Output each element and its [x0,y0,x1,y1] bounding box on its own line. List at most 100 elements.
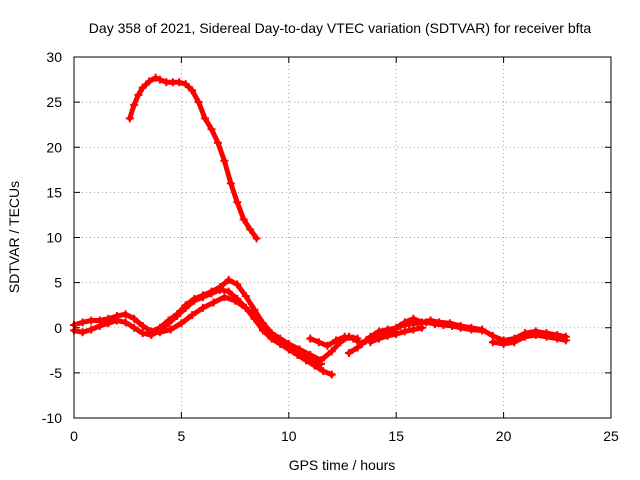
data-point [145,77,154,86]
series-arc-7 [366,323,426,347]
data-series-group [70,73,570,379]
data-point [155,328,164,337]
data-point [231,296,240,305]
data-point [241,292,250,301]
data-point [306,334,315,343]
series-line [71,287,335,378]
y-tick-label: 30 [46,49,62,65]
data-point [488,338,497,347]
data-point [216,285,225,294]
x-tick-label: 25 [603,428,619,444]
data-point [104,319,113,328]
data-point [188,311,197,320]
data-point [250,305,259,314]
grid-lines [74,57,611,418]
data-point [263,325,272,334]
data-point [207,125,216,134]
data-point [430,320,439,329]
y-tick-label: 10 [46,230,62,246]
data-point [323,341,332,350]
data-point [448,321,457,330]
data-point [239,215,248,224]
data-point [112,316,121,325]
data-point [138,83,147,92]
data-point [87,325,96,334]
data-point [417,323,426,332]
data-point [130,100,139,109]
data-point [306,356,315,365]
data-point [166,325,175,334]
y-tick-label: -5 [50,365,63,381]
data-point [198,293,207,302]
data-point [553,334,562,343]
data-point [375,334,384,343]
data-point [220,293,229,302]
data-point [201,114,210,123]
chart-title: Day 358 of 2021, Sidereal Day-to-day VTE… [89,20,592,36]
data-point [349,334,358,343]
data-point [220,156,229,165]
data-point [121,318,130,327]
series-arc-3 [70,285,336,379]
data-point [370,330,379,339]
data-point [319,367,328,376]
data-point [252,234,261,243]
data-point [213,138,222,147]
data-point [151,73,160,82]
data-point [284,343,293,352]
data-point [317,359,326,368]
data-point [138,321,147,330]
series-arc-4 [145,293,326,368]
data-point [252,314,261,323]
x-tick-label: 0 [70,428,78,444]
data-point [456,323,465,332]
data-point [314,338,323,347]
series-arc-8 [488,330,570,348]
data-point [274,334,283,343]
y-tick-label: 15 [46,184,62,200]
data-point [246,225,255,234]
data-point [521,332,530,341]
data-point [478,326,487,335]
data-point [177,319,186,328]
data-point [226,179,235,188]
data-point [542,332,551,341]
data-point [145,329,154,338]
series-line [346,319,485,356]
data-point [125,114,134,123]
y-tick-label: 5 [54,275,62,291]
x-tick-label: 15 [388,428,404,444]
data-point [467,325,476,334]
data-point [134,90,143,99]
series-arc-5 [306,314,570,350]
data-point [353,343,362,352]
data-point [224,275,233,284]
data-point [188,86,197,95]
data-point [332,336,341,345]
data-point [164,319,173,328]
data-point [181,303,190,312]
data-point [209,298,218,307]
series-line [146,294,324,367]
data-point [392,330,401,339]
data-point [383,331,392,340]
data-point [198,303,207,312]
data-point [175,78,184,87]
x-axis-label: GPS time / hours [289,457,396,473]
data-point [207,289,216,298]
series-line [127,75,260,241]
y-tick-label: 20 [46,139,62,155]
y-axis-label: SDTVAR / TECUs [6,181,22,293]
x-tick-label: 20 [496,428,512,444]
data-point [366,338,375,347]
data-point [340,332,349,341]
data-point [327,370,336,379]
data-point [561,336,570,345]
data-point [405,320,414,329]
data-point [95,321,104,330]
data-point [233,198,242,207]
data-point [344,349,353,358]
data-point [130,323,139,332]
data-point [190,296,199,305]
